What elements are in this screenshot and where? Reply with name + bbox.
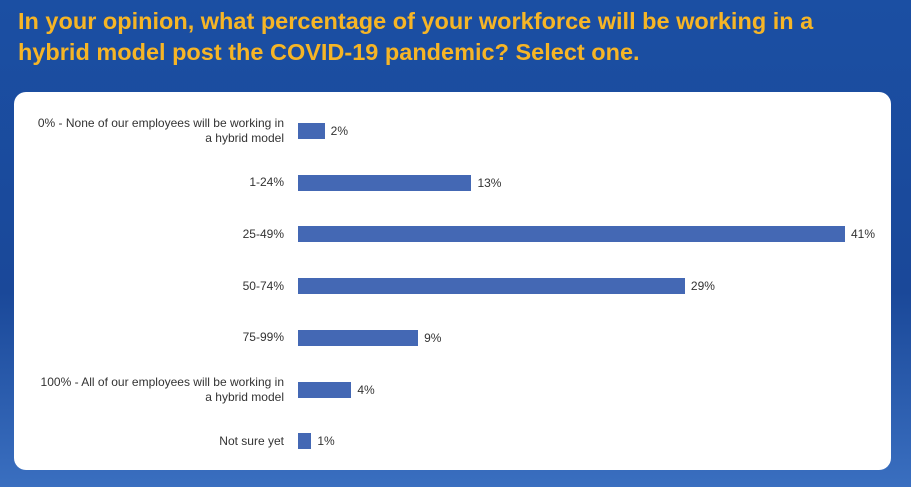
category-label: 75-99% [242, 330, 284, 345]
chart-title: In your opinion, what percentage of your… [18, 8, 814, 65]
value-label: 9% [424, 330, 442, 345]
value-label: 41% [851, 227, 876, 242]
value-label: 13% [477, 175, 502, 190]
bar [298, 381, 352, 398]
category-label: 50-74% [242, 278, 284, 293]
value-label: 4% [357, 382, 375, 397]
category-label: 1-24% [249, 175, 284, 190]
value-label: 29% [690, 279, 715, 294]
bar [298, 329, 419, 346]
category-label: 100% - All of our employees will be work… [40, 374, 284, 404]
category-label: 25-49% [242, 226, 284, 241]
value-label: 1% [317, 434, 335, 449]
bar [298, 174, 472, 191]
bar [298, 433, 312, 450]
bar [298, 226, 845, 243]
value-label: 2% [330, 124, 349, 138]
bar [298, 278, 685, 295]
bar [298, 123, 325, 139]
category-label: 0% - None of our employees will be worki… [37, 116, 284, 145]
category-label: Not sure yet [219, 433, 284, 448]
